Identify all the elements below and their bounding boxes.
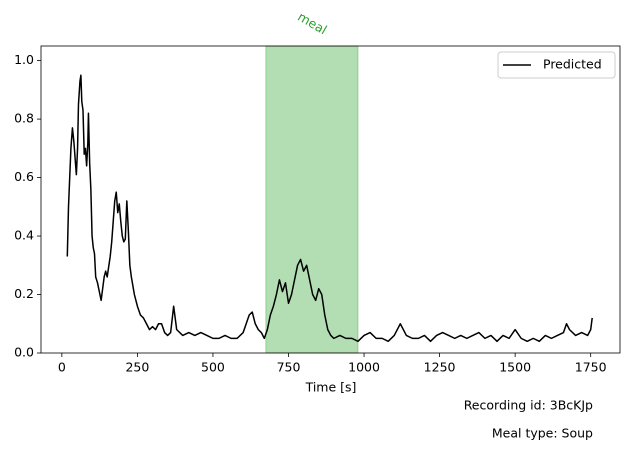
y-tick-label: 0.4 (14, 228, 34, 243)
meal-span (265, 45, 359, 354)
plot-frame (40, 45, 621, 354)
x-tick-label: 500 (201, 360, 225, 375)
y-tick-label: 0.6 (14, 169, 34, 184)
annotation: Meal type: Soup (492, 426, 593, 441)
y-tick-label: 1.0 (14, 52, 34, 67)
y-tick-label: 0.0 (14, 345, 34, 360)
x-tick-label: 250 (125, 360, 149, 375)
x-tick-label: 0 (58, 360, 66, 375)
legend-label: Predicted (543, 57, 602, 72)
legend-box (497, 51, 616, 79)
x-tick-label: 1250 (424, 360, 456, 375)
x-tick-label: 1750 (575, 360, 607, 375)
x-tick-label: 1000 (348, 360, 380, 375)
span-label: meal (295, 9, 329, 37)
annotation: Recording id: 3BcKJp (464, 398, 593, 413)
y-tick-label: 0.2 (14, 286, 34, 301)
x-tick-label: 750 (277, 360, 301, 375)
x-tick-label: 1500 (499, 360, 531, 375)
x-axis-label: Time [s] (305, 380, 357, 395)
line-series (66, 74, 593, 343)
y-tick-label: 0.8 (14, 111, 34, 126)
